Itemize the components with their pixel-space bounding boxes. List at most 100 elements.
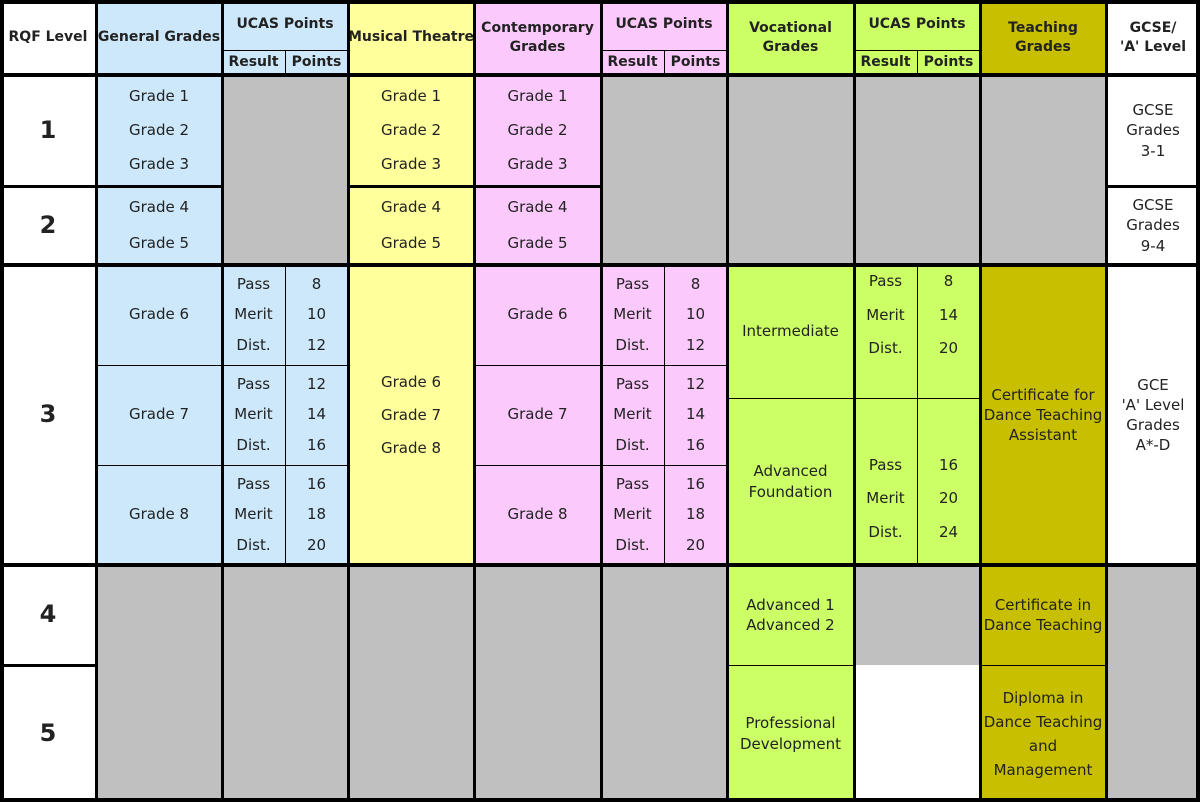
general-grades-level-2-line: Grade 5: [128, 233, 190, 252]
grid-line: [0, 0, 4, 802]
grid-line: [725, 0, 729, 802]
teaching-certificate-assistant-line: Certificate for: [991, 385, 1095, 404]
ucas-contemporary-points-g7-line: 14: [685, 405, 706, 424]
grid-line: [980, 664, 1106, 666]
gcse-a-level-3: GCE 'A' Level Grades A*-D: [1106, 265, 1200, 565]
header-contemporary-grades: Contemporary Grades: [474, 0, 601, 75]
general-grade-7: Grade 7: [96, 365, 222, 465]
ucas-vocational-points-advanced-foundation-line: 16: [938, 455, 959, 474]
empty-cell: [222, 75, 348, 265]
grid-line: [472, 0, 476, 802]
ucas-contemporary-points-g8-line: 20: [685, 536, 706, 555]
gcse-level-2-line: GCSE: [1132, 196, 1174, 215]
ucas-contemporary-result-g7-line: Dist.: [615, 436, 650, 455]
ucas-general-result-g8-line: Dist.: [236, 536, 271, 555]
vocational-professional-development-line: Development: [740, 734, 841, 753]
musical-theatre-level-2-line: Grade 4: [380, 198, 442, 217]
ucas-contemporary-result-g6-line: Merit: [613, 305, 652, 324]
ucas-general-result-g8-line: Merit: [234, 505, 273, 524]
ucas-contemporary-points-g7-line: 16: [685, 436, 706, 455]
grid-line: [663, 265, 665, 565]
ucas-general-points-g8: 16 18 20: [285, 465, 348, 565]
rqf-level-1: 1: [0, 75, 96, 186]
ucas-contemporary-points-g8: 16 18 20: [664, 465, 727, 565]
grid-line: [727, 664, 854, 666]
musical-theatre-level-3-line: Grade 7: [380, 405, 442, 424]
vocational-advanced-1-2-line: Advanced 1: [746, 595, 835, 614]
ucas-contemporary-points-g6: 8 10 12: [664, 265, 727, 365]
ucas-vocational-points-intermediate: 8 14 20: [917, 265, 980, 398]
empty-cell: [854, 565, 980, 665]
contemporary-grades-level-1-line: Grade 1: [507, 86, 568, 105]
ucas-vocational-points-advanced-foundation-line: 20: [938, 489, 959, 507]
general-grade-8: Grade 8: [96, 465, 222, 565]
general-grade-6: Grade 6: [96, 265, 222, 365]
ucas-contemporary-result-g7-line: Merit: [613, 405, 652, 424]
gcse-a-level-3-line: 'A' Level: [1121, 395, 1185, 414]
teaching-certificate-assistant-line: Dance Teaching: [983, 405, 1103, 424]
rqf-level-4: 4: [0, 565, 96, 665]
teaching-diploma-dance-teaching-line: and: [1028, 736, 1058, 755]
ucas-vocational-points-intermediate-line: 14: [938, 305, 959, 324]
vocational-professional-development: Professional Development: [727, 665, 854, 802]
ucas-general-result-g8-line: Pass: [236, 474, 271, 493]
ucas-general-points-g7-line: 14: [306, 405, 327, 424]
ucas-contemporary-points-g8-line: 16: [685, 474, 706, 493]
ucas-contemporary-points-g6-line: 10: [685, 305, 706, 324]
ucas-general-points-g8-line: 16: [306, 474, 327, 493]
grid-line: [1106, 184, 1200, 188]
ucas-general-points-g6-line: 8: [311, 274, 322, 293]
gcse-level-2-line: Grades: [1126, 216, 1180, 235]
gcse-level-2-line: 9-4: [1140, 236, 1166, 255]
header-gcse-a-level-line: 'A' Level: [1119, 38, 1187, 55]
header-vocational-grades: Vocational Grades: [727, 0, 854, 75]
teaching-diploma-dance-teaching: Diploma in Dance Teaching and Management: [980, 665, 1106, 802]
gcse-level-1-line: GCSE: [1132, 101, 1174, 120]
gcse-level-1-line: Grades: [1126, 121, 1180, 140]
ucas-general-result-g6-line: Merit: [234, 305, 273, 324]
vocational-advanced-foundation-line: Foundation: [748, 482, 833, 501]
ucas-contemporary-result-g7-line: Pass: [615, 374, 650, 393]
grid-line: [220, 0, 224, 802]
contemporary-grade-7: Grade 7: [474, 365, 601, 465]
ucas-general-points-g7-line: 12: [306, 374, 327, 393]
ucas-contemporary-points-g7: 12 14 16: [664, 365, 727, 465]
rqf-level-2: 2: [0, 186, 96, 265]
teaching-diploma-dance-teaching-line: Diploma in: [1002, 688, 1084, 707]
ucas-general-result-g7-line: Merit: [234, 405, 273, 424]
header-ucas-points-contemporary: UCAS Points: [601, 0, 727, 50]
gcse-a-level-3-line: Grades: [1126, 416, 1180, 434]
ucas-contemporary-result-g6-line: Pass: [615, 274, 650, 293]
general-grades-level-2-line: Grade 4: [128, 198, 190, 217]
gcse-level-1: GCSE Grades 3-1: [1106, 75, 1200, 186]
teaching-certificate-assistant-line: Assistant: [1008, 426, 1078, 445]
grid-line: [663, 50, 665, 75]
gcse-level-2: GCSE Grades 9-4: [1106, 186, 1200, 265]
ucas-contemporary-points-g6-line: 12: [685, 336, 706, 355]
general-grades-level-2: Grade 4 Grade 5: [96, 186, 222, 265]
ucas-vocational-points-advanced-foundation: 16 20 24: [917, 398, 980, 565]
ucas-contemporary-result-g6: Pass Merit Dist.: [601, 265, 664, 365]
ucas-general-result-g6: Pass Merit Dist.: [222, 265, 285, 365]
ucas-vocational-points-intermediate-line: 20: [938, 339, 959, 357]
rqf-level-5: 5: [0, 665, 96, 802]
general-grades-level-1: Grade 1 Grade 2 Grade 3: [96, 75, 222, 186]
ucas-general-points-g6: 8 10 12: [285, 265, 348, 365]
contemporary-grades-level-2-line: Grade 4: [507, 198, 568, 217]
header-vocational-grades-line: Grades: [762, 38, 819, 55]
header-points-contemporary: Points: [664, 50, 727, 75]
ucas-general-points-g8-line: 18: [306, 505, 327, 524]
contemporary-grades-level-1: Grade 1 Grade 2 Grade 3: [474, 75, 601, 186]
header-teaching-grades-line: Teaching: [1008, 19, 1078, 36]
empty-cell: [96, 565, 727, 802]
header-contemporary-grades-line: Contemporary: [481, 19, 594, 36]
contemporary-grade-6: Grade 6: [474, 265, 601, 365]
ucas-contemporary-result-g8-line: Dist.: [615, 536, 650, 555]
teaching-certificate-dance-teaching-line: Dance Teaching: [983, 616, 1103, 634]
general-grades-level-1-line: Grade 2: [128, 120, 190, 139]
header-result-contemporary: Result: [601, 50, 664, 75]
ucas-vocational-result-intermediate-line: Dist.: [868, 339, 903, 357]
grid-line: [0, 184, 222, 188]
ucas-general-points-g6-line: 12: [306, 336, 327, 355]
